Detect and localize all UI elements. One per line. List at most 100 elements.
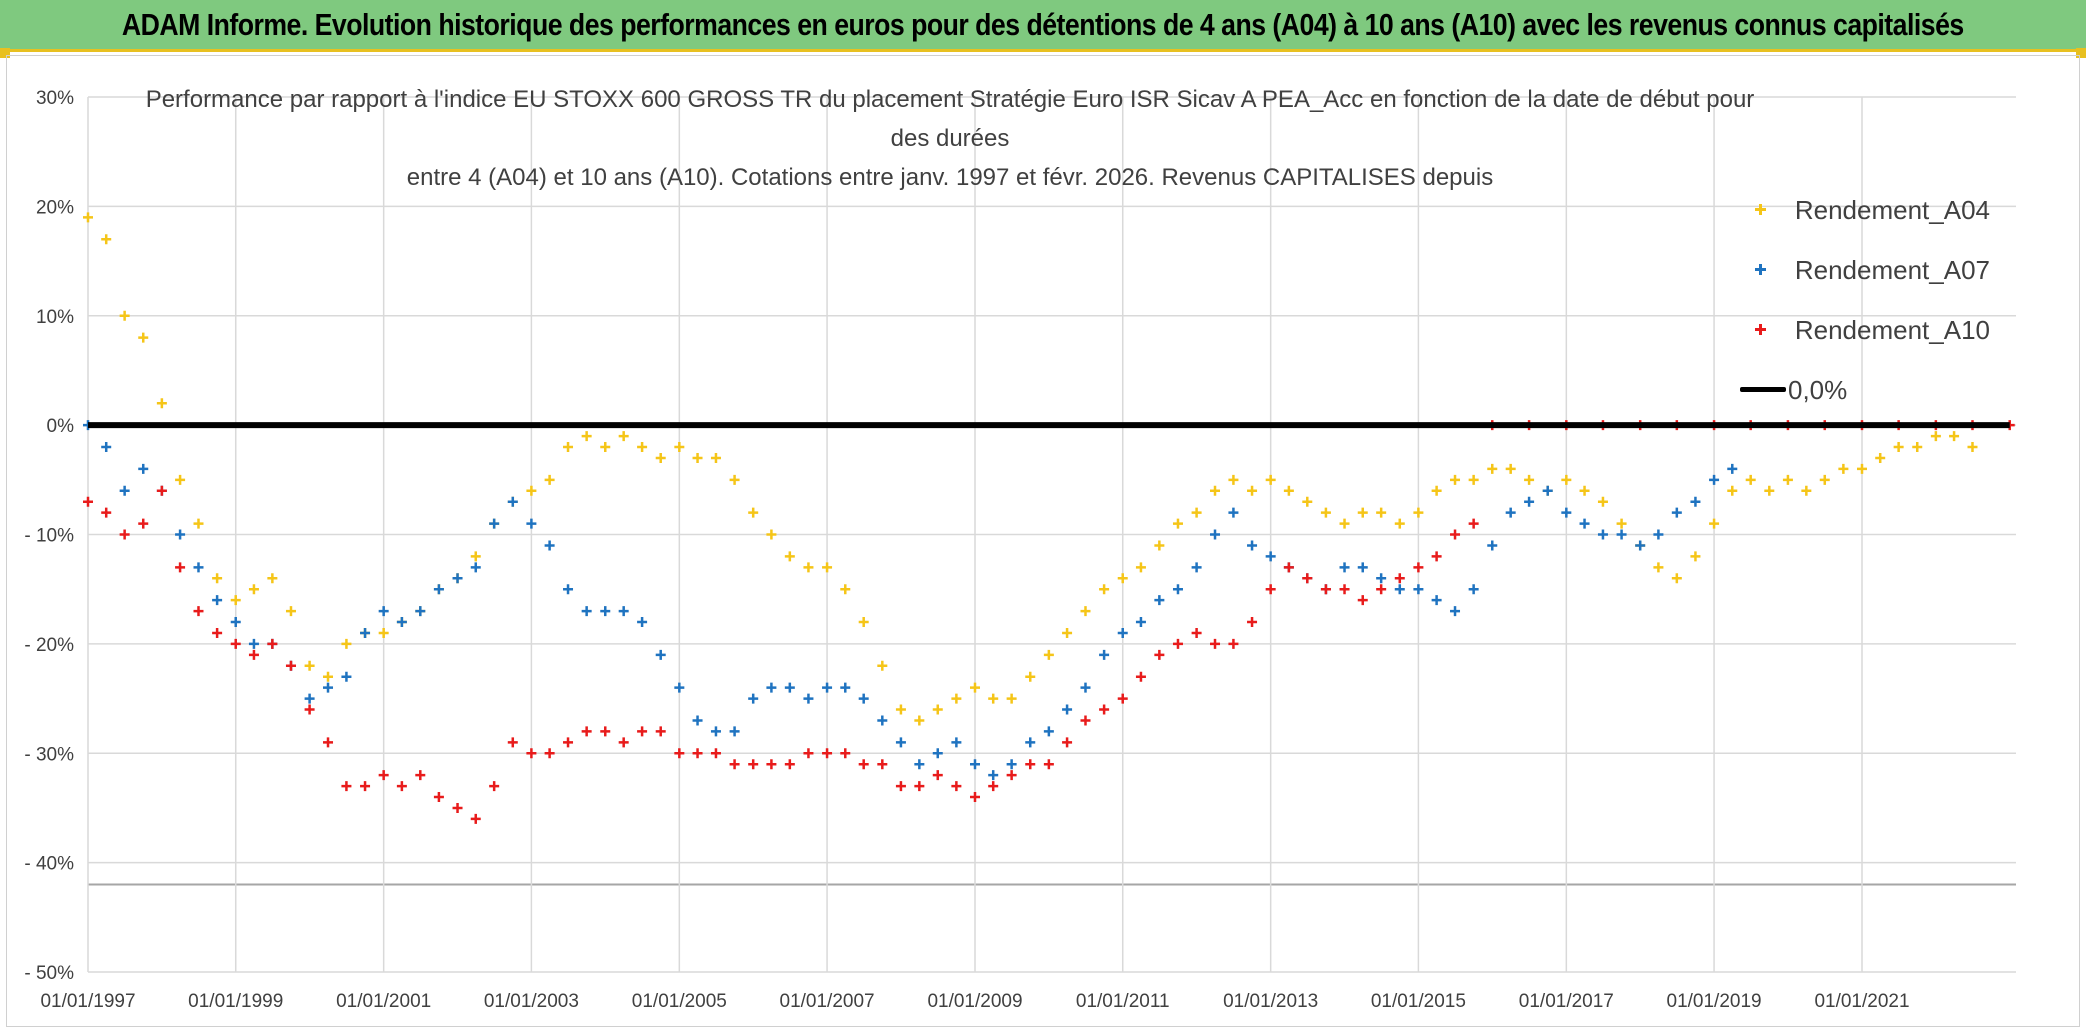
data-point-rendement-a04 (1431, 485, 1442, 496)
legend-label-a07: Rendement_A07 (1794, 254, 1990, 285)
data-point-rendement-a04 (1283, 485, 1294, 496)
data-point-rendement-a07 (877, 715, 888, 726)
data-point-rendement-a10 (692, 748, 703, 759)
data-point-rendement-a07 (914, 759, 925, 770)
data-point-rendement-a04 (248, 584, 259, 595)
x-tick-label: 01/01/2005 (632, 991, 727, 1012)
data-point-rendement-a07 (988, 770, 999, 781)
data-point-rendement-a04 (1265, 474, 1276, 485)
data-point-rendement-a04 (285, 606, 296, 617)
data-point-rendement-a04 (1597, 496, 1608, 507)
data-point-rendement-a04 (969, 682, 980, 693)
data-point-rendement-a04 (914, 715, 925, 726)
data-point-rendement-a07 (1265, 551, 1276, 562)
data-point-rendement-a10 (951, 781, 962, 792)
data-point-rendement-a04 (156, 398, 167, 409)
data-point-rendement-a07 (452, 573, 463, 584)
data-point-rendement-a10 (932, 770, 943, 781)
data-point-rendement-a04 (1247, 485, 1258, 496)
data-point-rendement-a10 (101, 507, 112, 518)
legend-plus-icon-a07 (1740, 250, 1779, 290)
data-point-rendement-a04 (674, 442, 685, 452)
data-point-rendement-a04 (710, 452, 721, 463)
legend-item-a10: Rendement_A10 (1740, 310, 1990, 350)
data-point-rendement-a07 (544, 540, 555, 551)
data-point-rendement-a10 (1210, 638, 1221, 649)
data-point-rendement-a04 (988, 693, 999, 704)
data-point-rendement-a04 (101, 234, 112, 245)
data-point-rendement-a10 (895, 781, 906, 792)
data-point-rendement-a10 (1191, 627, 1202, 638)
data-point-rendement-a10 (637, 726, 648, 737)
data-point-rendement-a07 (1357, 562, 1368, 573)
data-point-rendement-a04 (83, 212, 93, 223)
data-point-rendement-a07 (230, 617, 241, 627)
data-point-rendement-a04 (655, 452, 666, 463)
data-point-rendement-a07 (1080, 682, 1091, 693)
data-point-rendement-a10 (1320, 584, 1331, 595)
data-point-rendement-a04 (1505, 463, 1516, 474)
data-point-rendement-a04 (1228, 474, 1239, 485)
chart-title: Performance par rapport à l'indice EU ST… (140, 80, 1760, 197)
data-point-rendement-a10 (1302, 573, 1313, 584)
legend-plus-icon-a10 (1740, 310, 1779, 350)
data-point-rendement-a07 (212, 595, 223, 606)
x-tick-label: 01/01/2021 (1814, 991, 1909, 1012)
y-tick-label: 20% (36, 197, 74, 218)
data-point-rendement-a10 (470, 813, 481, 824)
y-axis-labels: 30% 20% 10% 0% - 10% - 20% - 30% - 40% - 50% (24, 88, 74, 984)
data-point-rendement-a04 (951, 693, 962, 704)
data-point-rendement-a07 (433, 584, 444, 595)
data-point-rendement-a04 (1099, 584, 1110, 595)
data-point-rendement-a04 (470, 551, 481, 562)
data-point-rendement-a04 (323, 671, 334, 682)
data-point-rendement-a10 (858, 759, 869, 770)
data-point-rendement-a07 (748, 693, 759, 704)
data-point-rendement-a04 (267, 573, 278, 584)
x-tick-label: 01/01/1997 (40, 991, 135, 1012)
data-point-rendement-a04 (212, 573, 223, 584)
data-point-rendement-a07 (1043, 726, 1054, 737)
data-point-rendement-a04 (1579, 485, 1590, 496)
data-point-rendement-a07 (1671, 507, 1682, 518)
data-point-rendement-a10 (1357, 595, 1368, 606)
y-tick-label: - 30% (24, 744, 74, 765)
data-point-rendement-a04 (1967, 442, 1978, 452)
data-point-rendement-a10 (1431, 551, 1442, 562)
data-point-rendement-a07 (489, 518, 500, 529)
data-point-rendement-a04 (1320, 507, 1331, 518)
data-point-rendement-a07 (341, 671, 352, 682)
legend-label-a10: Rendement_A10 (1794, 314, 1990, 345)
data-point-rendement-a07 (1062, 704, 1073, 715)
data-point-rendement-a07 (858, 693, 869, 704)
report-title: ADAM Informe. Evolution historique des p… (122, 6, 1964, 42)
x-tick-label: 01/01/2019 (1667, 991, 1762, 1012)
data-point-rendement-a07 (710, 726, 721, 737)
data-point-rendement-a04 (1172, 518, 1183, 529)
data-point-rendement-a10 (803, 748, 814, 759)
data-point-rendement-a10 (969, 792, 980, 802)
banner-corner-left (0, 48, 10, 58)
data-point-rendement-a04 (1912, 442, 1923, 452)
data-point-rendement-a07 (692, 715, 703, 726)
data-point-rendement-a10 (230, 638, 241, 649)
data-point-rendement-a07 (470, 562, 481, 573)
data-point-rendement-a07 (618, 606, 629, 617)
data-point-rendement-a04 (1025, 671, 1036, 682)
data-point-rendement-a04 (637, 442, 648, 452)
data-point-rendement-a10 (1413, 562, 1424, 573)
data-point-rendement-a04 (1468, 474, 1479, 485)
data-point-rendement-a04 (784, 551, 795, 562)
data-point-rendement-a10 (1450, 529, 1461, 540)
data-point-rendement-a04 (1893, 442, 1904, 452)
data-point-rendement-a10 (267, 638, 278, 649)
data-point-rendement-a07 (637, 617, 648, 627)
data-point-rendement-a04 (1154, 540, 1165, 551)
data-point-rendement-a07 (175, 529, 186, 540)
data-points (83, 212, 2015, 824)
legend-label-a04: Rendement_A04 (1794, 194, 1990, 225)
data-point-rendement-a04 (895, 704, 906, 715)
data-point-rendement-a04 (1394, 518, 1405, 529)
data-point-rendement-a04 (1616, 518, 1627, 529)
data-point-rendement-a07 (581, 606, 592, 617)
